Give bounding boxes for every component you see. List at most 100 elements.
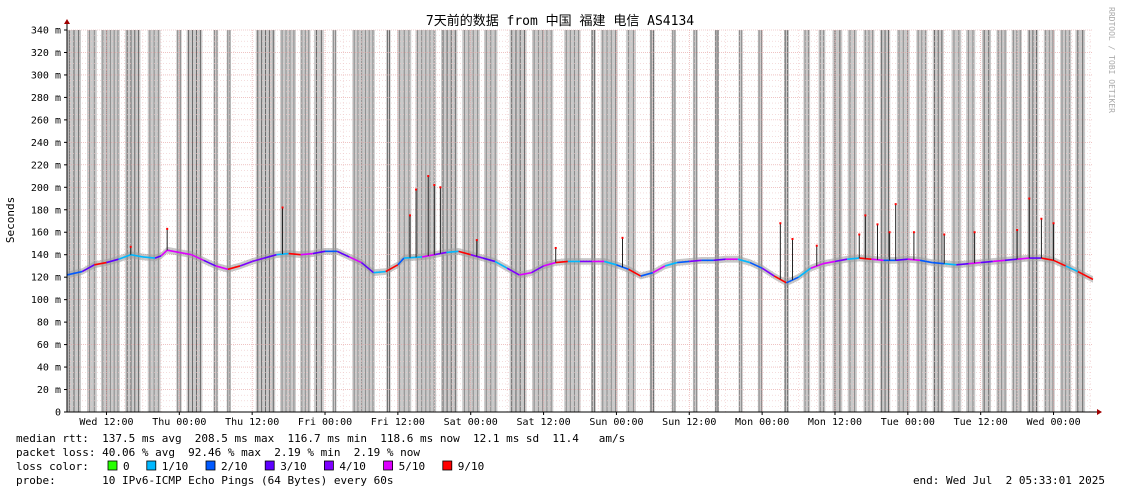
loss-band: [847, 30, 857, 412]
y-tick-label: 180 m: [31, 205, 61, 216]
y-tick-label: 200 m: [31, 183, 61, 194]
rtt-spike-marker: [475, 239, 478, 242]
legend-swatch: [146, 460, 157, 471]
rtt-spike-marker: [427, 175, 430, 178]
median-rtt-segment: [154, 255, 162, 259]
x-tick-label: Thu 12:00: [225, 417, 279, 428]
median-rtt-segment: [81, 264, 95, 273]
rtt-spike-marker: [815, 244, 818, 247]
median-rtt-stats: median rtt: 137.5 ms avg 208.5 ms max 11…: [16, 432, 625, 445]
rtt-spike-marker: [973, 231, 976, 234]
loss-band: [1075, 30, 1086, 412]
x-tick-labels: Wed 12:00 Thu 00:00 Thu 12:00 Fri 00:00 Fri …: [79, 412, 1081, 428]
legend-label: 4/10: [339, 460, 366, 473]
loss-band: [213, 30, 219, 412]
median-rtt-segment: [336, 250, 350, 258]
rtt-spike-marker: [621, 236, 624, 239]
median-rtt-segment: [215, 265, 229, 271]
median-rtt-segment: [1053, 259, 1067, 267]
x-tick-label: Sat 00:00: [444, 417, 498, 428]
median-rtt-segment: [373, 270, 386, 274]
median-rtt-segment: [761, 267, 775, 277]
median-rtt-segment: [944, 262, 957, 266]
rtt-spike-marker: [791, 237, 794, 240]
y-tick-label: 340 m: [31, 26, 61, 37]
median-rtt-segment: [555, 260, 568, 264]
loss-band: [981, 30, 992, 412]
loss-color-label: loss color:: [16, 460, 89, 473]
median-rtt-segment: [1017, 257, 1030, 260]
median-rtt-segment: [1077, 270, 1094, 281]
y-axis-arrow: [64, 19, 70, 24]
legend-swatch: [107, 460, 118, 471]
legend-label: 1/10: [162, 460, 189, 473]
packet-loss-stats: packet loss: 40.06 % avg 92.46 % max 2.1…: [16, 446, 420, 459]
rtt-spike-marker: [1016, 228, 1019, 231]
median-rtt-segment: [531, 265, 544, 274]
y-tick-label: 60 m: [37, 340, 61, 351]
rtt-spike-marker: [439, 186, 442, 189]
x-tick-label: Fri 00:00: [298, 417, 352, 428]
rtt-spikes: [129, 175, 1055, 280]
median-rtt-segment: [94, 261, 107, 266]
end-time: end: Wed Jul 2 05:33:01 2025: [913, 474, 1105, 487]
probe-info: probe: 10 IPv6-ICMP Echo Pings (64 Bytes…: [16, 474, 394, 487]
legend-label: 5/10: [399, 460, 426, 473]
loss-legend: 0 1/10 2/10 3/10 4/10 5/10 9/10: [107, 460, 484, 473]
rtt-spike-marker: [858, 233, 861, 236]
median-rtt-segment: [652, 265, 666, 274]
rtt-spike-marker: [943, 233, 946, 236]
median-rtt-segment: [179, 251, 192, 256]
x-tick-label: Fri 12:00: [371, 417, 425, 428]
median-rtt-segment: [312, 250, 326, 255]
rtt-spike-marker: [1052, 222, 1055, 225]
x-axis-arrow: [1097, 409, 1102, 415]
median-rtt-segment: [749, 261, 763, 269]
rtt-spike-marker: [912, 231, 915, 234]
chart-title: 7天前的数据 from 中国 福建 电信 AS4134: [426, 13, 694, 29]
y-tick-label: 260 m: [31, 115, 61, 126]
rtt-spike-marker: [1040, 217, 1043, 220]
median-rtt-segment: [834, 258, 848, 263]
y-tick-label: 140 m: [31, 250, 61, 261]
loss-band: [226, 30, 231, 412]
loss-band: [692, 30, 698, 412]
x-tick-label: Wed 00:00: [1026, 417, 1080, 428]
x-tick-label: Sun 12:00: [662, 417, 716, 428]
rtt-spike-marker: [415, 188, 418, 191]
median-rtt-segment: [506, 267, 520, 276]
legend-swatch: [264, 460, 275, 471]
median-rtt-line: [66, 249, 1094, 284]
loss-band: [783, 30, 789, 412]
rtt-spike-marker: [166, 227, 169, 230]
median-rtt-segment: [677, 260, 690, 264]
median-rtt-segment: [167, 249, 180, 254]
median-rtt-segment: [822, 260, 836, 265]
loss-band: [314, 30, 324, 412]
median-rtt-segment: [300, 252, 313, 256]
legend-swatch: [323, 460, 334, 471]
loss-band: [280, 30, 296, 412]
y-tick-label: 240 m: [31, 138, 61, 149]
loss-band: [818, 30, 826, 412]
x-tick-label: Thu 00:00: [152, 417, 206, 428]
y-tick-label: 120 m: [31, 273, 61, 284]
rtt-spike-marker: [554, 246, 557, 249]
median-rtt-segment: [385, 264, 399, 273]
loss-band: [176, 30, 182, 412]
legend-swatch: [205, 460, 216, 471]
median-rtt-segment: [458, 250, 471, 256]
median-rtt-segment: [106, 258, 119, 264]
legend-swatch: [442, 460, 453, 471]
rtt-spike-marker: [409, 214, 412, 217]
y-tick-labels: 0 20 m 40 m 60 m 80 m 100 m 120 m 140 m 160 m 180…: [31, 26, 67, 419]
loss-band: [803, 30, 811, 412]
median-rtt-segment: [494, 260, 508, 269]
rtt-spike-marker: [888, 231, 891, 234]
median-rtt-segment: [288, 252, 301, 256]
median-rtt-segment: [239, 260, 253, 267]
median-rtt-segment: [142, 256, 156, 259]
median-rtt-segment: [264, 253, 277, 259]
rtt-spike-marker: [129, 245, 132, 248]
